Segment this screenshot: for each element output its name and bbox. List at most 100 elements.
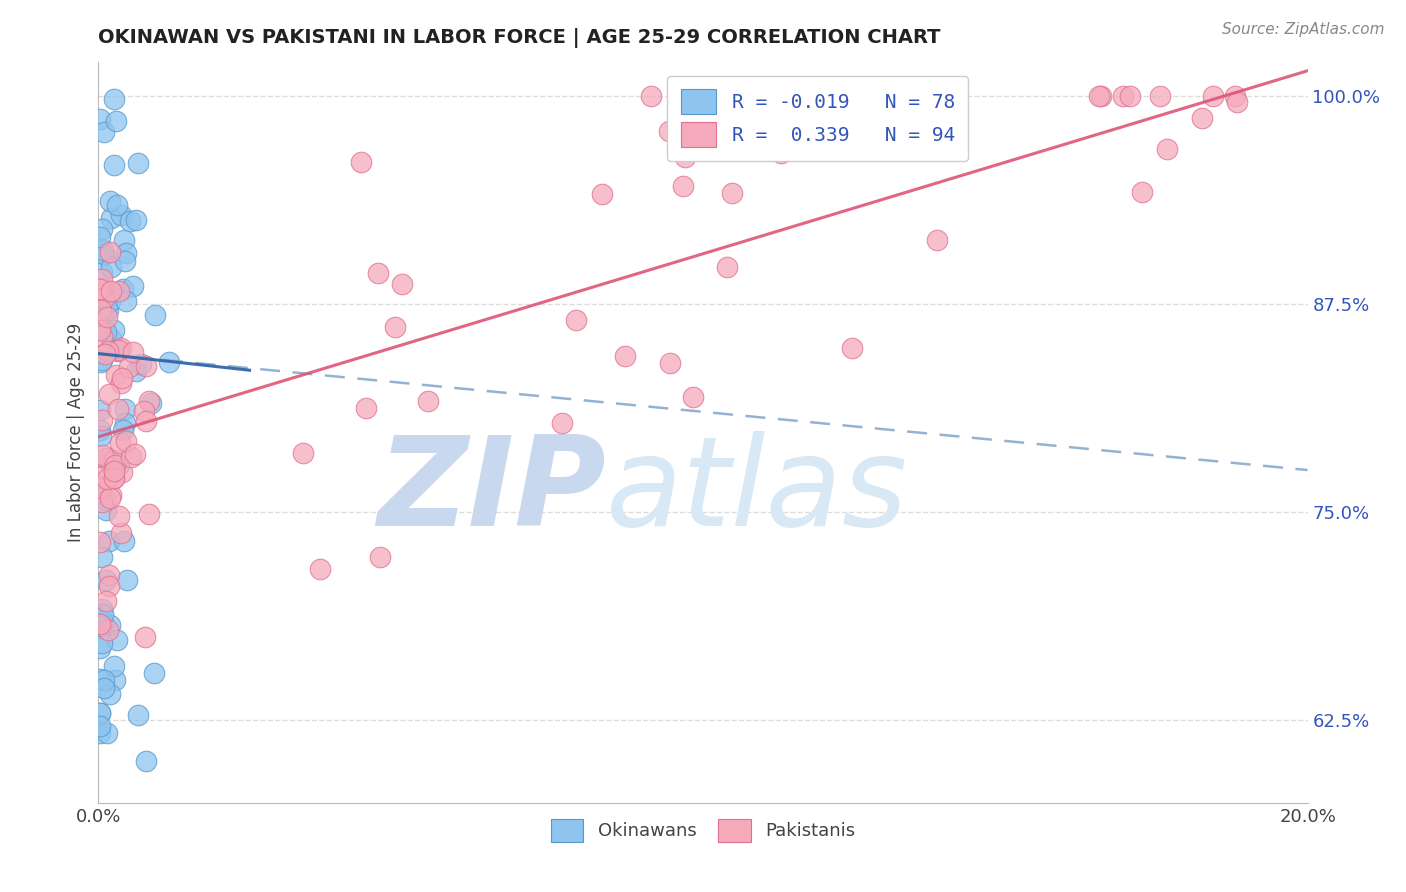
- Point: [97, 303, 120, 318]
- Point: [115, 434, 138, 448]
- Point: [93, 291, 115, 305]
- Point: [138, 394, 160, 409]
- Point: [103, 158, 125, 172]
- Point: [89, 535, 111, 549]
- Point: [90, 619, 112, 633]
- Point: [125, 364, 148, 378]
- Point: [139, 396, 162, 410]
- Point: [112, 282, 135, 296]
- Point: [135, 359, 157, 373]
- Point: [108, 458, 131, 472]
- Point: [89, 229, 111, 244]
- Point: [97, 344, 120, 359]
- Point: [142, 666, 165, 681]
- Point: [1130, 186, 1153, 200]
- Point: [108, 284, 131, 298]
- Point: [89, 719, 111, 733]
- Point: [891, 88, 914, 103]
- Point: [565, 312, 588, 326]
- Point: [91, 550, 114, 565]
- Point: [97, 580, 120, 594]
- Point: [1191, 112, 1213, 126]
- Point: [98, 491, 121, 505]
- Y-axis label: In Labor Force | Age 25-29: In Labor Force | Age 25-29: [66, 323, 84, 542]
- Point: [91, 243, 114, 257]
- Point: [103, 659, 125, 673]
- Point: [94, 573, 117, 587]
- Point: [107, 632, 129, 647]
- Point: [122, 279, 145, 293]
- Point: [110, 376, 132, 390]
- Point: [841, 341, 863, 355]
- Point: [89, 611, 111, 625]
- Point: [354, 401, 377, 415]
- Point: [127, 707, 149, 722]
- Point: [94, 503, 117, 517]
- Point: [108, 508, 131, 523]
- Point: [93, 247, 115, 261]
- Point: [111, 371, 134, 385]
- Point: [91, 272, 114, 286]
- Point: [91, 329, 114, 343]
- Point: [100, 260, 122, 275]
- Point: [367, 266, 389, 280]
- Point: [89, 726, 111, 740]
- Point: [93, 346, 115, 360]
- Point: [551, 417, 574, 431]
- Point: [672, 178, 695, 193]
- Point: [89, 423, 111, 437]
- Point: [94, 301, 117, 316]
- Point: [103, 471, 125, 485]
- Point: [100, 332, 122, 346]
- Point: [114, 416, 136, 430]
- Text: ZIP: ZIP: [378, 432, 606, 552]
- Point: [291, 446, 314, 460]
- Point: [105, 368, 128, 383]
- Point: [107, 402, 129, 417]
- Point: [120, 450, 142, 464]
- Point: [96, 492, 118, 507]
- Point: [90, 635, 112, 649]
- Point: [702, 133, 724, 147]
- Point: [100, 293, 122, 308]
- Point: [108, 436, 131, 450]
- Point: [1090, 88, 1112, 103]
- Point: [96, 325, 118, 339]
- Point: [1223, 88, 1246, 103]
- Point: [90, 481, 112, 495]
- Point: [100, 211, 122, 226]
- Point: [1118, 88, 1140, 103]
- Point: [591, 187, 613, 202]
- Point: [783, 88, 806, 103]
- Point: [89, 323, 111, 337]
- Point: [96, 310, 118, 325]
- Point: [114, 253, 136, 268]
- Point: [90, 494, 112, 508]
- Point: [97, 455, 120, 469]
- Point: [129, 358, 152, 372]
- Point: [370, 550, 392, 565]
- Point: [100, 488, 122, 502]
- Point: [100, 284, 122, 298]
- Point: [93, 449, 115, 463]
- Point: [91, 602, 114, 616]
- Point: [89, 403, 111, 417]
- Point: [94, 594, 117, 608]
- Point: [384, 319, 406, 334]
- Point: [110, 341, 132, 355]
- Point: [134, 630, 156, 644]
- Point: [925, 233, 948, 247]
- Point: [1156, 142, 1178, 156]
- Point: [94, 451, 117, 466]
- Point: [111, 465, 134, 479]
- Point: [89, 470, 111, 484]
- Point: [103, 464, 125, 478]
- Point: [118, 360, 141, 375]
- Point: [89, 706, 111, 721]
- Point: [1149, 88, 1171, 103]
- Point: [1088, 88, 1111, 103]
- Point: [90, 413, 112, 427]
- Point: [98, 618, 121, 632]
- Point: [658, 124, 681, 138]
- Point: [97, 387, 120, 401]
